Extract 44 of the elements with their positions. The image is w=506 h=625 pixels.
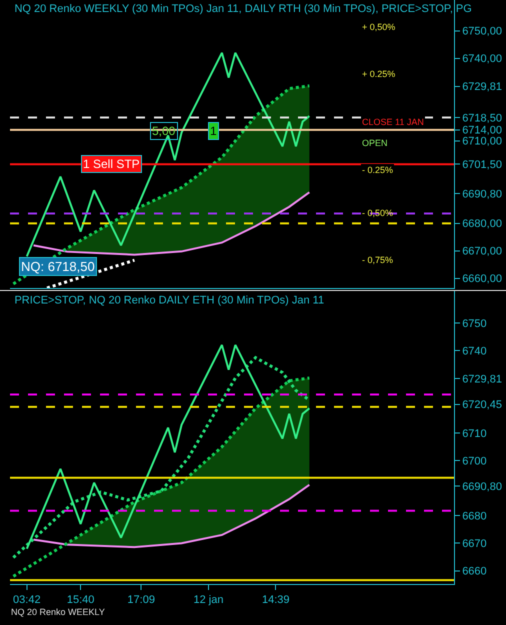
y-tick-label: 6740 — [462, 345, 487, 358]
y-tick-label: 6670,00 — [462, 246, 502, 258]
y-tick-label: 6710 — [462, 428, 487, 440]
x-tick-label: 12 jan — [193, 594, 224, 606]
y-tick-label: 6750 — [462, 318, 487, 330]
line-series — [26, 52, 310, 258]
annotation: + 0,50% — [362, 22, 396, 32]
annotation: - 0.25% — [362, 165, 394, 175]
line-series — [32, 484, 310, 548]
annotation: - 0,50% — [362, 208, 394, 218]
annotation: - 0,75% — [362, 255, 394, 265]
y-tick-label: 6690,80 — [462, 188, 502, 200]
y-tick-label: 6720,45 — [462, 399, 502, 412]
x-tick-label: 03:42 — [13, 594, 41, 606]
line-series — [32, 191, 310, 256]
y-tick-label: 6701,50 — [462, 159, 502, 172]
y-tick-label: 6729,81 — [462, 81, 502, 94]
y-tick-label: 6718,50 — [462, 112, 502, 124]
y-tick-label: 6680,00 — [462, 218, 502, 230]
chart-title: NQ 20 Renko WEEKLY (30 Min TPOs) Jan 11, DAILY RTH (30 Min TPOs), PRICE>STOP, PG — [14, 3, 472, 16]
x-tick-label: 15:40 — [66, 594, 94, 606]
annotation: 1 — [210, 124, 217, 138]
text: NQ 20 Renko WEEKLY — [11, 607, 105, 617]
y-tick-label: 6680 — [462, 510, 487, 523]
y-tick-label: 6710,00 — [462, 136, 502, 148]
y-tick-label: 6670 — [462, 538, 487, 550]
chart-title: PRICE>STOP, NQ 20 Renko DAILY ETH (30 Min TPOs) Jan 11 — [14, 294, 324, 307]
y-tick-label: 6714,00 — [462, 124, 502, 137]
y-tick-label: 6660,00 — [462, 273, 502, 286]
annotation: + 0.25% — [362, 69, 396, 79]
y-tick-label: 6700 — [462, 455, 487, 468]
x-tick-label: 14:39 — [262, 594, 290, 606]
y-tick-label: 6690,80 — [462, 480, 502, 493]
annotation: NQ: 6718,50 — [21, 259, 95, 274]
y-tick-label: 6729,81 — [462, 373, 502, 386]
line-series — [12, 376, 311, 578]
line-series — [12, 84, 311, 286]
ref-line-label: 1 Sell STP — [83, 157, 140, 171]
y-tick-label: 6740,00 — [462, 53, 502, 66]
annotation: CLOSE 11 JAN — [362, 117, 424, 127]
annotation: OPEN — [362, 138, 388, 148]
y-tick-label: 6750,00 — [462, 26, 502, 38]
x-tick-label: 17:09 — [127, 594, 155, 606]
y-tick-label: 6660 — [462, 566, 487, 578]
